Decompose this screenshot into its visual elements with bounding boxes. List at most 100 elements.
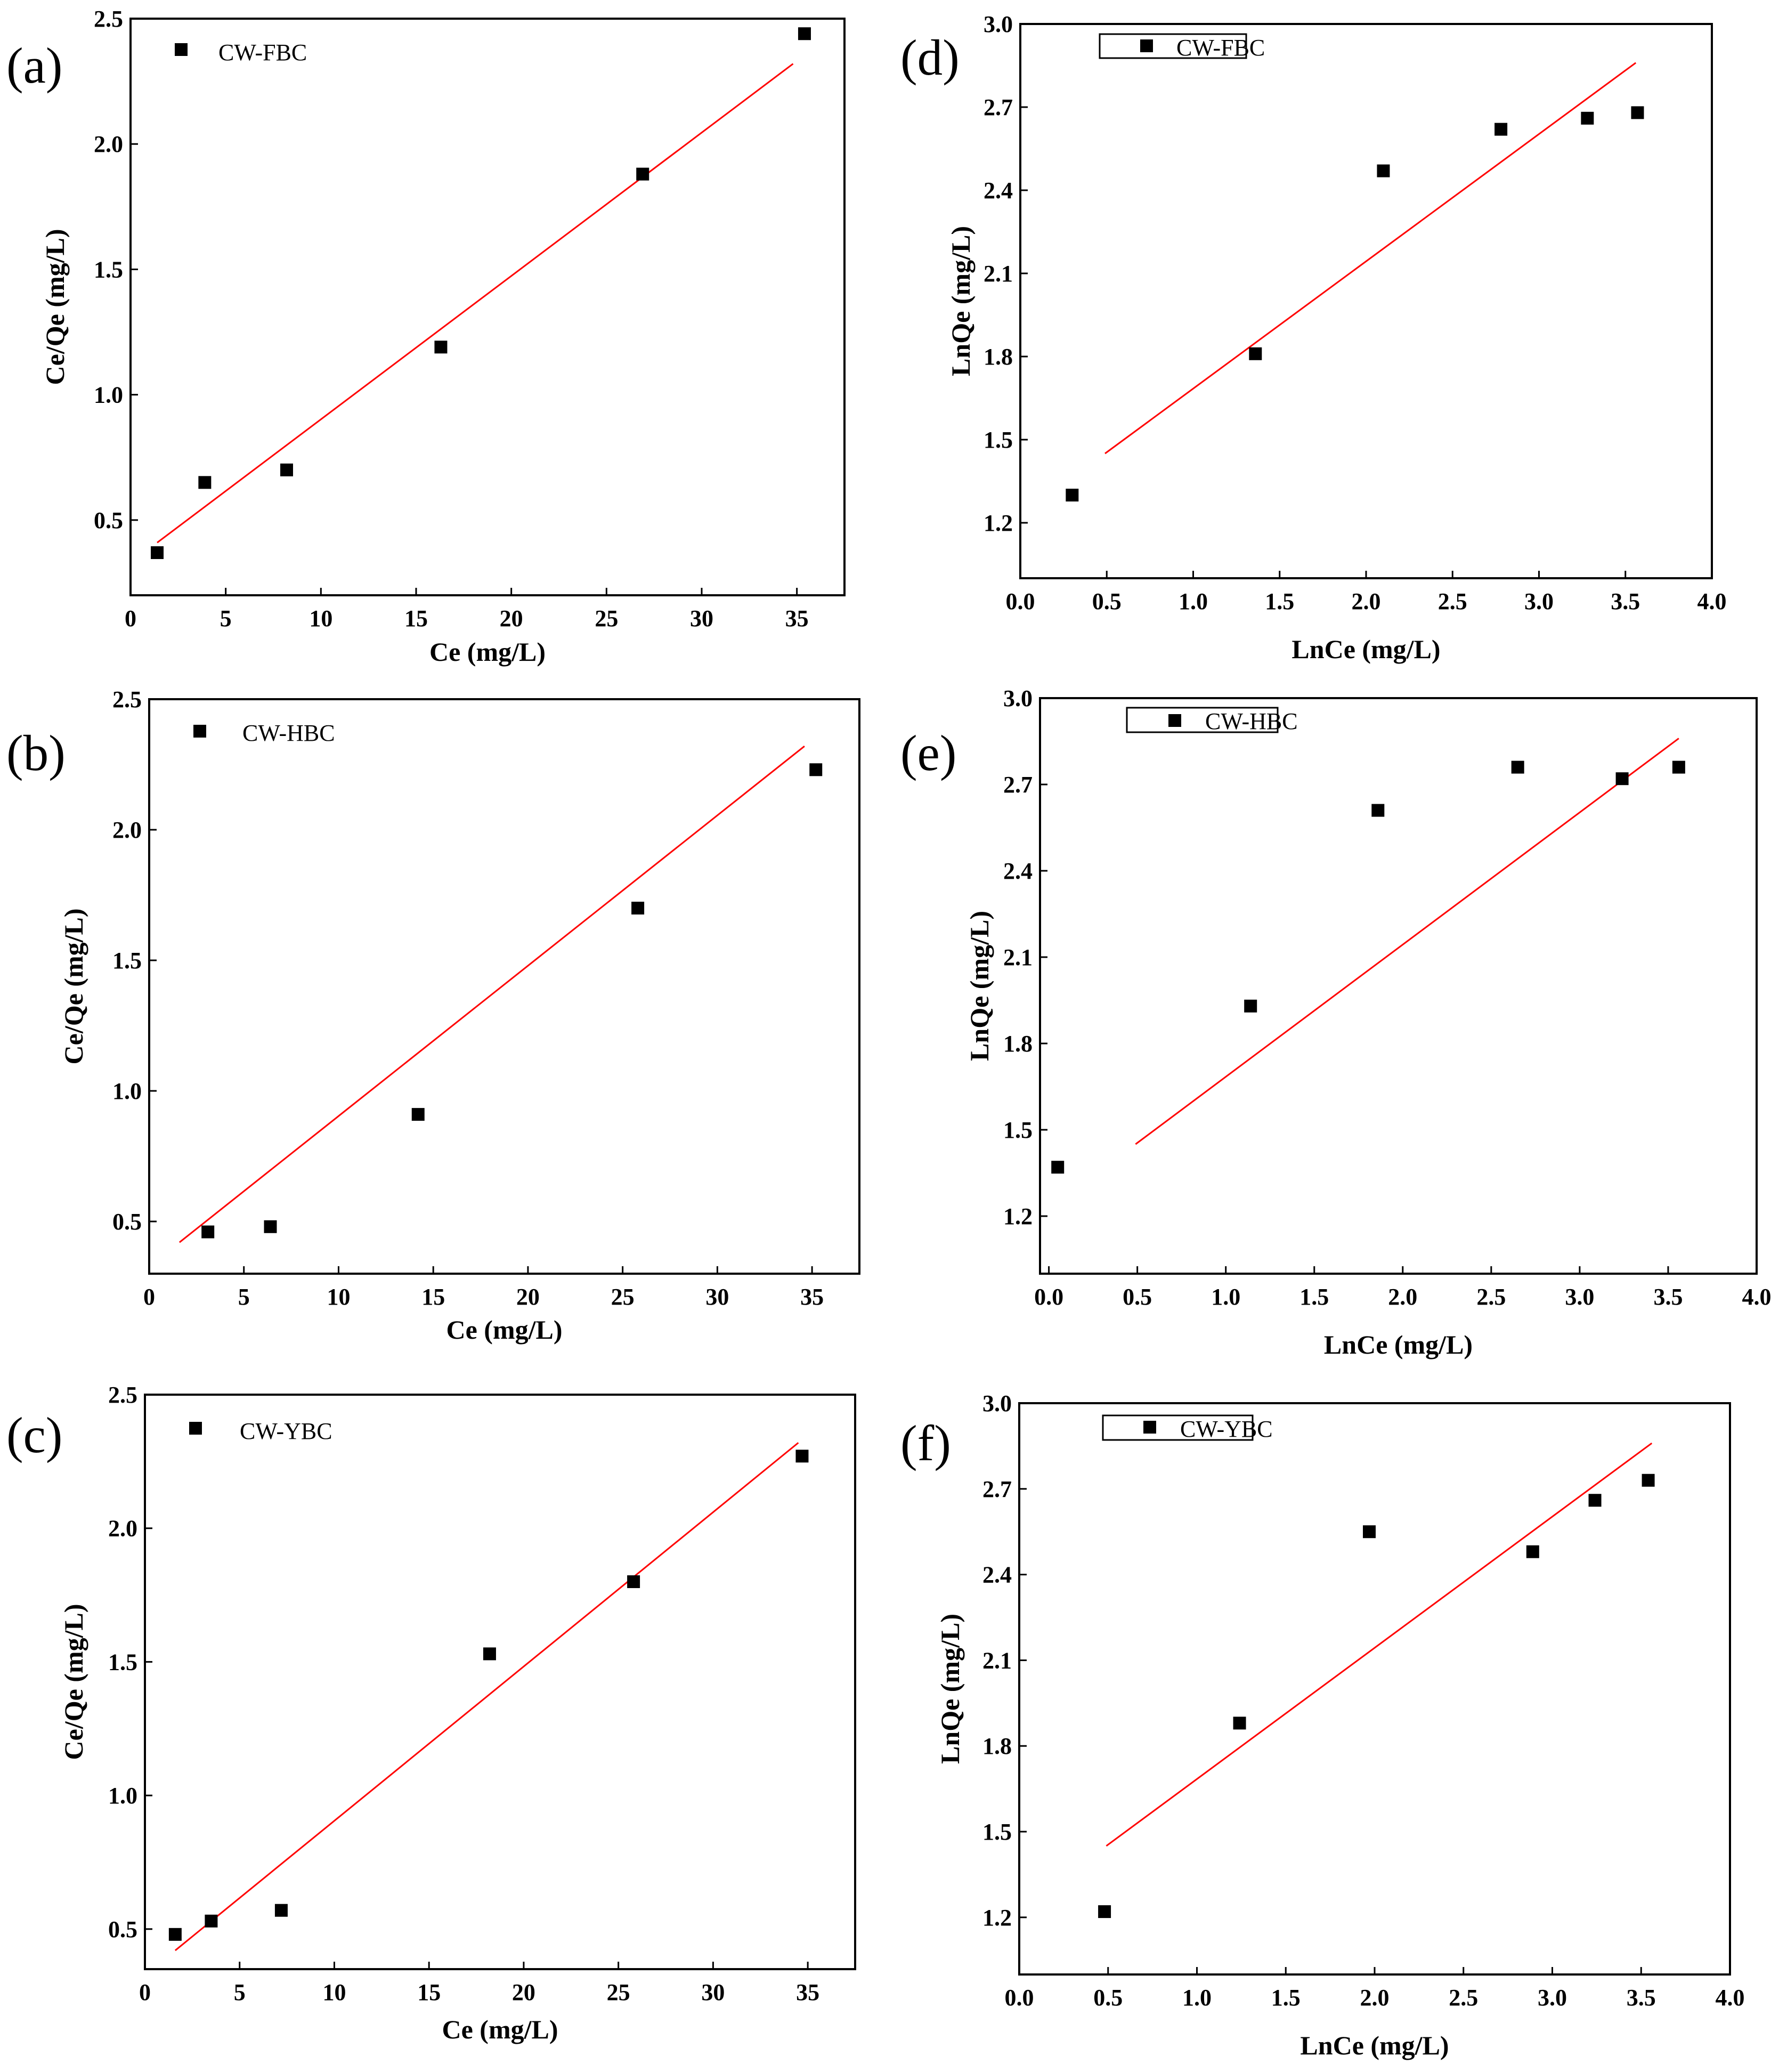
x-tick-label: 35 [785,605,809,632]
x-tick-label: 5 [238,1284,250,1310]
legend-box [1126,707,1279,733]
legend-label: CW-FBC [1176,35,1265,61]
y-tick-label: 1.0 [108,1783,137,1809]
y-tick-label: 1.2 [984,510,1013,536]
y-tick-label: 0.5 [108,1916,137,1942]
x-tick-label: 30 [701,1979,725,2005]
x-tick-label: 15 [417,1979,441,2005]
panel-label: (b) [6,725,66,781]
legend-label: CW-FBC [218,39,307,66]
y-tick-label: 2.5 [108,1382,137,1408]
chart-panel-f: (f) 0.0 0.5 1.0 1.5 2.0 2.5 3.0 3.5 4.0 1.2 1.5 1.8 2… [900,1390,1745,2060]
y-tick-label: 3.0 [1003,685,1033,711]
x-tick-label: 0.0 [1034,1284,1063,1310]
fit-line [157,63,794,544]
y-tick-label: 2.5 [112,686,142,713]
x-tick-label: 10 [327,1284,350,1310]
x-tick-label: 3.5 [1653,1284,1683,1310]
data-point [1377,164,1390,177]
y-tick-label: 1.2 [1003,1203,1033,1229]
x-tick-label: 30 [690,605,713,632]
x-tick-label: 25 [595,605,618,632]
x-tick-label: 3.0 [1538,1985,1567,2011]
panel-label: (d) [900,29,960,86]
legend-box [1102,1414,1254,1441]
x-tick-label: 4.0 [1697,588,1727,614]
x-tick-label: 4.0 [1742,1284,1772,1310]
x-tick-label: 3.0 [1565,1284,1594,1310]
x-tick-label: 1.0 [1179,588,1208,614]
chart-panel-c: (c) 0 5 10 15 20 25 30 35 0.5 1.0 1.5 2.0 2.5 Ce (mg/L… [6,1382,856,2044]
data-point [1066,489,1079,501]
plot-frame [1018,1402,1731,1976]
y-tick-label: 2.4 [982,1562,1012,1588]
y-tick-label: 2.4 [1003,858,1033,884]
data-point [795,1450,809,1463]
data-point [1244,999,1257,1013]
data-point [1511,760,1524,774]
x-tick-label: 15 [421,1284,445,1310]
x-tick-label: 30 [705,1284,729,1310]
x-tick-label: 0.5 [1092,588,1122,614]
y-tick-label: 2.5 [94,6,123,32]
x-axis-label: Ce (mg/L) [446,1315,563,1345]
x-tick-label: 4.0 [1716,1985,1745,2011]
fit-line [1135,738,1679,1145]
plot-frame [1039,697,1758,1275]
data-point [798,27,811,41]
x-tick-label: 10 [322,1979,346,2005]
y-tick-label: 3.0 [982,1390,1012,1417]
y-tick-label: 2.7 [982,1476,1012,1502]
x-axis-label: LnCe (mg/L) [1324,1330,1473,1359]
y-tick-label: 1.0 [112,1078,142,1104]
data-point [1249,347,1262,360]
data-point [274,1904,288,1917]
x-tick-label: 2.5 [1476,1284,1506,1310]
data-point [201,1225,215,1239]
fit-line [178,746,805,1243]
panel-label: (e) [900,725,956,781]
data-point [1615,772,1629,786]
data-point [627,1575,640,1588]
x-tick-label: 5 [220,605,232,632]
y-tick-label: 1.8 [984,344,1013,370]
data-point [631,902,645,914]
plot-frame [148,698,860,1275]
legend-marker [1143,1421,1156,1434]
y-tick-label: 2.7 [984,94,1013,120]
data-point [205,1914,218,1928]
data-point [411,1108,425,1121]
x-tick-label: 0.5 [1123,1284,1152,1310]
x-tick-label: 25 [607,1979,630,2005]
data-point [1233,1717,1246,1730]
x-tick-label: 3.0 [1524,588,1554,614]
plot-frame [129,18,846,596]
data-point [1371,804,1385,817]
x-tick-label: 35 [800,1284,824,1310]
x-tick-label: 2.0 [1360,1985,1390,2011]
data-point [1526,1545,1539,1558]
y-tick-label: 2.1 [1003,944,1033,970]
y-tick-label: 0.5 [112,1209,142,1235]
plot-frame [1019,23,1713,579]
x-axis-label: Ce (mg/L) [442,2014,558,2044]
data-point [1588,1494,1602,1507]
y-tick-label: 2.4 [984,177,1013,204]
x-tick-label: 10 [309,605,332,632]
legend-marker [189,1422,202,1435]
data-point [151,546,164,560]
y-tick-label: 1.5 [982,1819,1012,1845]
x-tick-label: 3.5 [1611,588,1640,614]
data-point [1581,111,1594,125]
x-tick-label: 1.5 [1265,588,1294,614]
y-tick-label: 2.0 [108,1516,137,1542]
y-tick-label: 2.0 [94,131,123,157]
fit-line [1104,62,1637,455]
y-tick-label: 2.1 [982,1647,1012,1673]
data-point [636,167,649,181]
x-tick-label: 20 [500,605,523,632]
y-tick-label: 1.5 [108,1649,137,1675]
data-point [434,341,448,354]
legend-marker [1168,714,1181,727]
x-tick-label: 0.0 [1005,1985,1034,2011]
